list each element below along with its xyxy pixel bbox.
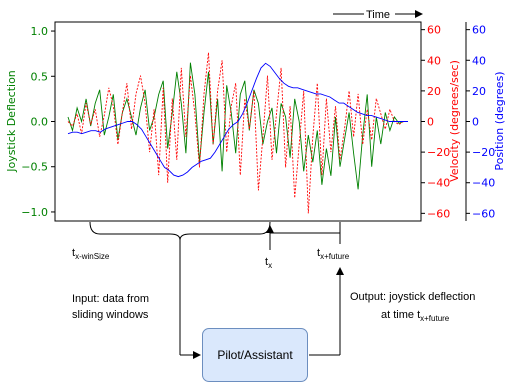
series-group: [67, 52, 408, 214]
input-text-line2: sliding windows: [72, 309, 149, 321]
joystick-axis-label: Joystick Deflection: [5, 70, 18, 173]
tick-label: −40: [427, 177, 450, 190]
tick-label: 40: [472, 54, 486, 67]
tick-label: −60: [472, 207, 495, 220]
left-axis: 1.0 0.5 0.0 −0.5 −1.0: [21, 25, 55, 219]
t-future-label: tx+future: [317, 247, 350, 261]
time-label: Time: [366, 9, 390, 21]
position-axis: 60 40 20 0 −20 −40 −60: [465, 22, 495, 221]
tick-label: −20: [427, 146, 450, 159]
velocity-axis: 60 40 20 0 −20 −40 −60: [420, 22, 450, 221]
time-arrow: Time: [333, 9, 423, 21]
series-line-0: [67, 62, 408, 190]
tick-label: 0.0: [31, 116, 49, 129]
velocity-axis-label: Velocity (degrees/sec): [448, 60, 461, 182]
tick-label: 60: [427, 24, 441, 37]
tick-label: 40: [427, 54, 441, 67]
tick-label: −60: [427, 207, 450, 220]
t-x-label: tx: [265, 256, 272, 270]
tick-label: −1.0: [21, 206, 48, 219]
series-line-1: [67, 52, 408, 214]
position-axis-label: Position (degrees): [493, 71, 506, 170]
output-text-line2: at time tx+future: [381, 309, 450, 323]
pilot-assistant-label: Pilot/Assistant: [217, 348, 293, 362]
series-line-2: [67, 62, 408, 178]
tick-label: 20: [427, 85, 441, 98]
tick-label: 0.5: [31, 70, 49, 83]
tick-label: 1.0: [31, 25, 49, 38]
input-text-line1: Input: data from: [72, 293, 149, 305]
tick-label: −20: [472, 146, 495, 159]
tick-label: −0.5: [21, 161, 48, 174]
sliding-window-brace: [89, 221, 271, 241]
tick-label: −40: [472, 177, 495, 190]
output-text-line1: Output: joystick deflection: [350, 291, 475, 303]
t-winsize-label: tx-winSize: [72, 247, 110, 261]
pilot-assistant-box: Pilot/Assistant: [202, 328, 308, 382]
tick-label: 20: [472, 85, 486, 98]
tick-label: 0: [427, 116, 434, 129]
tick-label: 60: [472, 24, 486, 37]
tick-label: 0: [472, 116, 479, 129]
